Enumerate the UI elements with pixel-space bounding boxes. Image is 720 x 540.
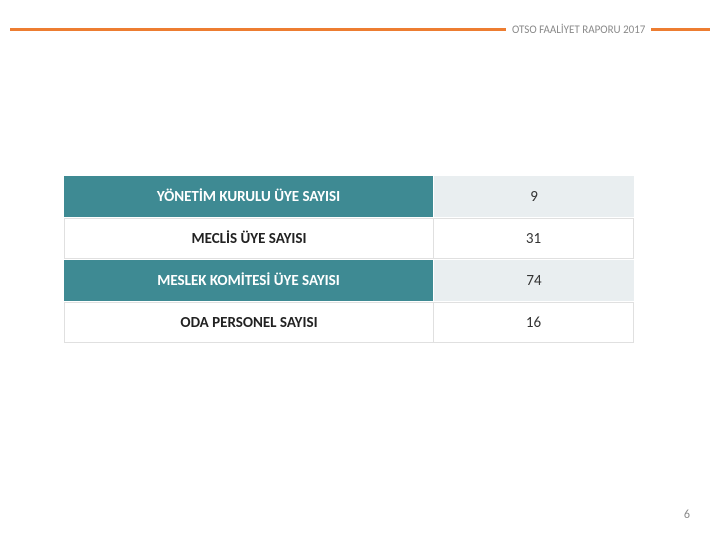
header-title: OTSO FAALİYET RAPORU 2017: [506, 20, 651, 38]
page-number: 6: [684, 508, 690, 522]
stats-table: YÖNETİM KURULU ÜYE SAYISI 9 MECLİS ÜYE S…: [64, 176, 634, 344]
table-row: YÖNETİM KURULU ÜYE SAYISI 9: [64, 176, 634, 218]
row-value: 9: [434, 176, 634, 217]
row-label: MECLİS ÜYE SAYISI: [64, 218, 434, 259]
row-value: 74: [434, 260, 634, 301]
table-row: MECLİS ÜYE SAYISI 31: [64, 218, 634, 260]
row-label: MESLEK KOMİTESİ ÜYE SAYISI: [64, 260, 434, 301]
row-label: ODA PERSONEL SAYISI: [64, 302, 434, 343]
row-value: 16: [434, 302, 634, 343]
table-row: ODA PERSONEL SAYISI 16: [64, 302, 634, 344]
row-label: YÖNETİM KURULU ÜYE SAYISI: [64, 176, 434, 217]
table-row: MESLEK KOMİTESİ ÜYE SAYISI 74: [64, 260, 634, 302]
row-value: 31: [434, 218, 634, 259]
